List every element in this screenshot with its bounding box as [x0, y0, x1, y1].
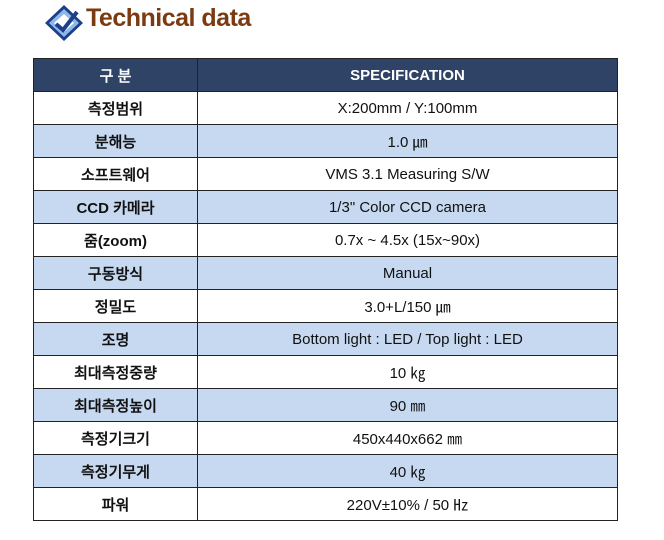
row-value: Manual [197, 256, 618, 290]
row-value: 220V±10% / 50 ㎐ [197, 487, 618, 521]
row-label: 측정범위 [33, 91, 198, 125]
title: Technical data [86, 4, 251, 32]
row-label: 분해능 [33, 124, 198, 158]
row-value: VMS 3.1 Measuring S/W [197, 157, 618, 191]
row-value: 40 ㎏ [197, 454, 618, 488]
row-value: 90 ㎜ [197, 388, 618, 422]
column-header: SPECIFICATION [197, 58, 618, 92]
column-header: 구 분 [33, 58, 198, 92]
row-label: 최대측정높이 [33, 388, 198, 422]
table-row: 측정기무게 40 ㎏ [33, 454, 618, 488]
row-value: 3.0+L/150 ㎛ [197, 289, 618, 323]
row-value: 450x440x662 ㎜ [197, 421, 618, 455]
row-value: 0.7x ~ 4.5x (15x~90x) [197, 223, 618, 257]
row-label: 소프트웨어 [33, 157, 198, 191]
table-row: 조명 Bottom light : LED / Top light : LED [33, 322, 618, 356]
row-label: 구동방식 [33, 256, 198, 290]
row-label: 파워 [33, 487, 198, 521]
row-label: CCD 카메라 [33, 190, 198, 224]
row-label: 측정기크기 [33, 421, 198, 455]
logo-icon [45, 5, 83, 41]
row-value: 1.0 ㎛ [197, 124, 618, 158]
table-row: 파워 220V±10% / 50 ㎐ [33, 487, 618, 521]
row-label: 정밀도 [33, 289, 198, 323]
row-value: 10 ㎏ [197, 355, 618, 389]
table-row: 줌(zoom) 0.7x ~ 4.5x (15x~90x) [33, 223, 618, 257]
row-value: 1/3" Color CCD camera [197, 190, 618, 224]
header-row: 구 분 SPECIFICATION [33, 58, 618, 92]
table-row: 측정범위 X:200mm / Y:100mm [33, 91, 618, 125]
row-label: 최대측정중량 [33, 355, 198, 389]
table-row: 소프트웨어 VMS 3.1 Measuring S/W [33, 157, 618, 191]
table-row: 정밀도 3.0+L/150 ㎛ [33, 289, 618, 323]
table-row: 최대측정중량 10 ㎏ [33, 355, 618, 389]
row-label: 조명 [33, 322, 198, 356]
row-value: X:200mm / Y:100mm [197, 91, 618, 125]
row-label: 줌(zoom) [33, 223, 198, 257]
spec-table: 구 분 SPECIFICATION 측정범위 X:200mm / Y:100mm 분… [33, 58, 618, 521]
table-row: 분해능 1.0 ㎛ [33, 124, 618, 158]
table-row: CCD 카메라 1/3" Color CCD camera [33, 190, 618, 224]
table-row: 구동방식 Manual [33, 256, 618, 290]
table-row: 측정기크기 450x440x662 ㎜ [33, 421, 618, 455]
row-label: 측정기무게 [33, 454, 198, 488]
table-row: 최대측정높이 90 ㎜ [33, 388, 618, 422]
row-value: Bottom light : LED / Top light : LED [197, 322, 618, 356]
